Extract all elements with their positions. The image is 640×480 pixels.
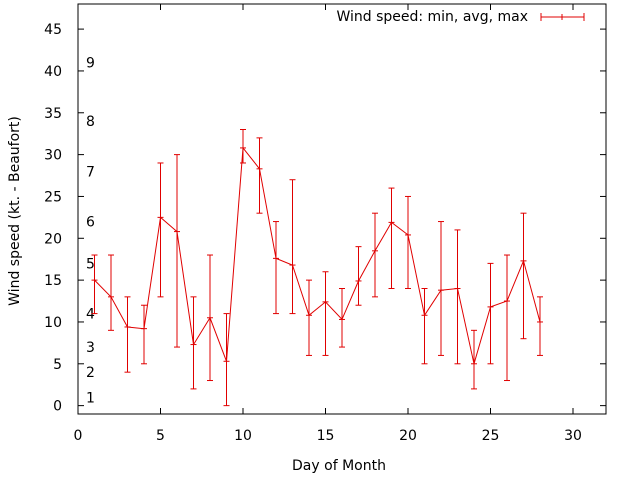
beaufort-label: 5 bbox=[86, 256, 95, 272]
avg-series-line bbox=[94, 146, 541, 364]
x-tick-label: 20 bbox=[399, 428, 417, 444]
beaufort-label: 2 bbox=[86, 365, 95, 381]
x-tick-label: 25 bbox=[482, 428, 500, 444]
legend-label: Wind speed: min, avg, max bbox=[336, 9, 528, 25]
beaufort-label: 8 bbox=[86, 114, 95, 130]
y-tick-label: 15 bbox=[44, 273, 62, 289]
y-axis-title: Wind speed (kt. - Beaufort) bbox=[7, 116, 23, 306]
y-tick-label: 20 bbox=[44, 231, 62, 247]
y-tick-label: 30 bbox=[44, 148, 62, 164]
x-tick-label: 0 bbox=[74, 428, 83, 444]
x-tick-label: 10 bbox=[234, 428, 252, 444]
y-tick-label: 5 bbox=[53, 357, 62, 373]
y-tick-label: 35 bbox=[44, 106, 62, 122]
y-tick-label: 45 bbox=[44, 22, 62, 38]
y-tick-label: 10 bbox=[44, 315, 62, 331]
beaufort-label: 9 bbox=[86, 56, 95, 72]
x-tick-label: 30 bbox=[564, 428, 582, 444]
beaufort-label: 4 bbox=[86, 307, 95, 323]
y-tick-label: 40 bbox=[44, 64, 62, 80]
data-series bbox=[91, 129, 543, 407]
beaufort-label: 3 bbox=[86, 340, 95, 356]
beaufort-label: 1 bbox=[86, 390, 95, 406]
y-tick-label: 0 bbox=[53, 399, 62, 415]
legend: Wind speed: min, avg, max bbox=[336, 9, 585, 25]
x-tick-label: 5 bbox=[156, 428, 165, 444]
x-tick-label: 15 bbox=[317, 428, 335, 444]
beaufort-label: 6 bbox=[86, 215, 95, 231]
y-tick-label: 25 bbox=[44, 189, 62, 205]
plot-area-frame bbox=[77, 3, 607, 415]
beaufort-label: 7 bbox=[86, 164, 95, 180]
x-axis-title: Day of Month bbox=[292, 458, 386, 474]
beaufort-scale: 1 2 3 4 5 6 7 8 9 bbox=[86, 56, 95, 407]
